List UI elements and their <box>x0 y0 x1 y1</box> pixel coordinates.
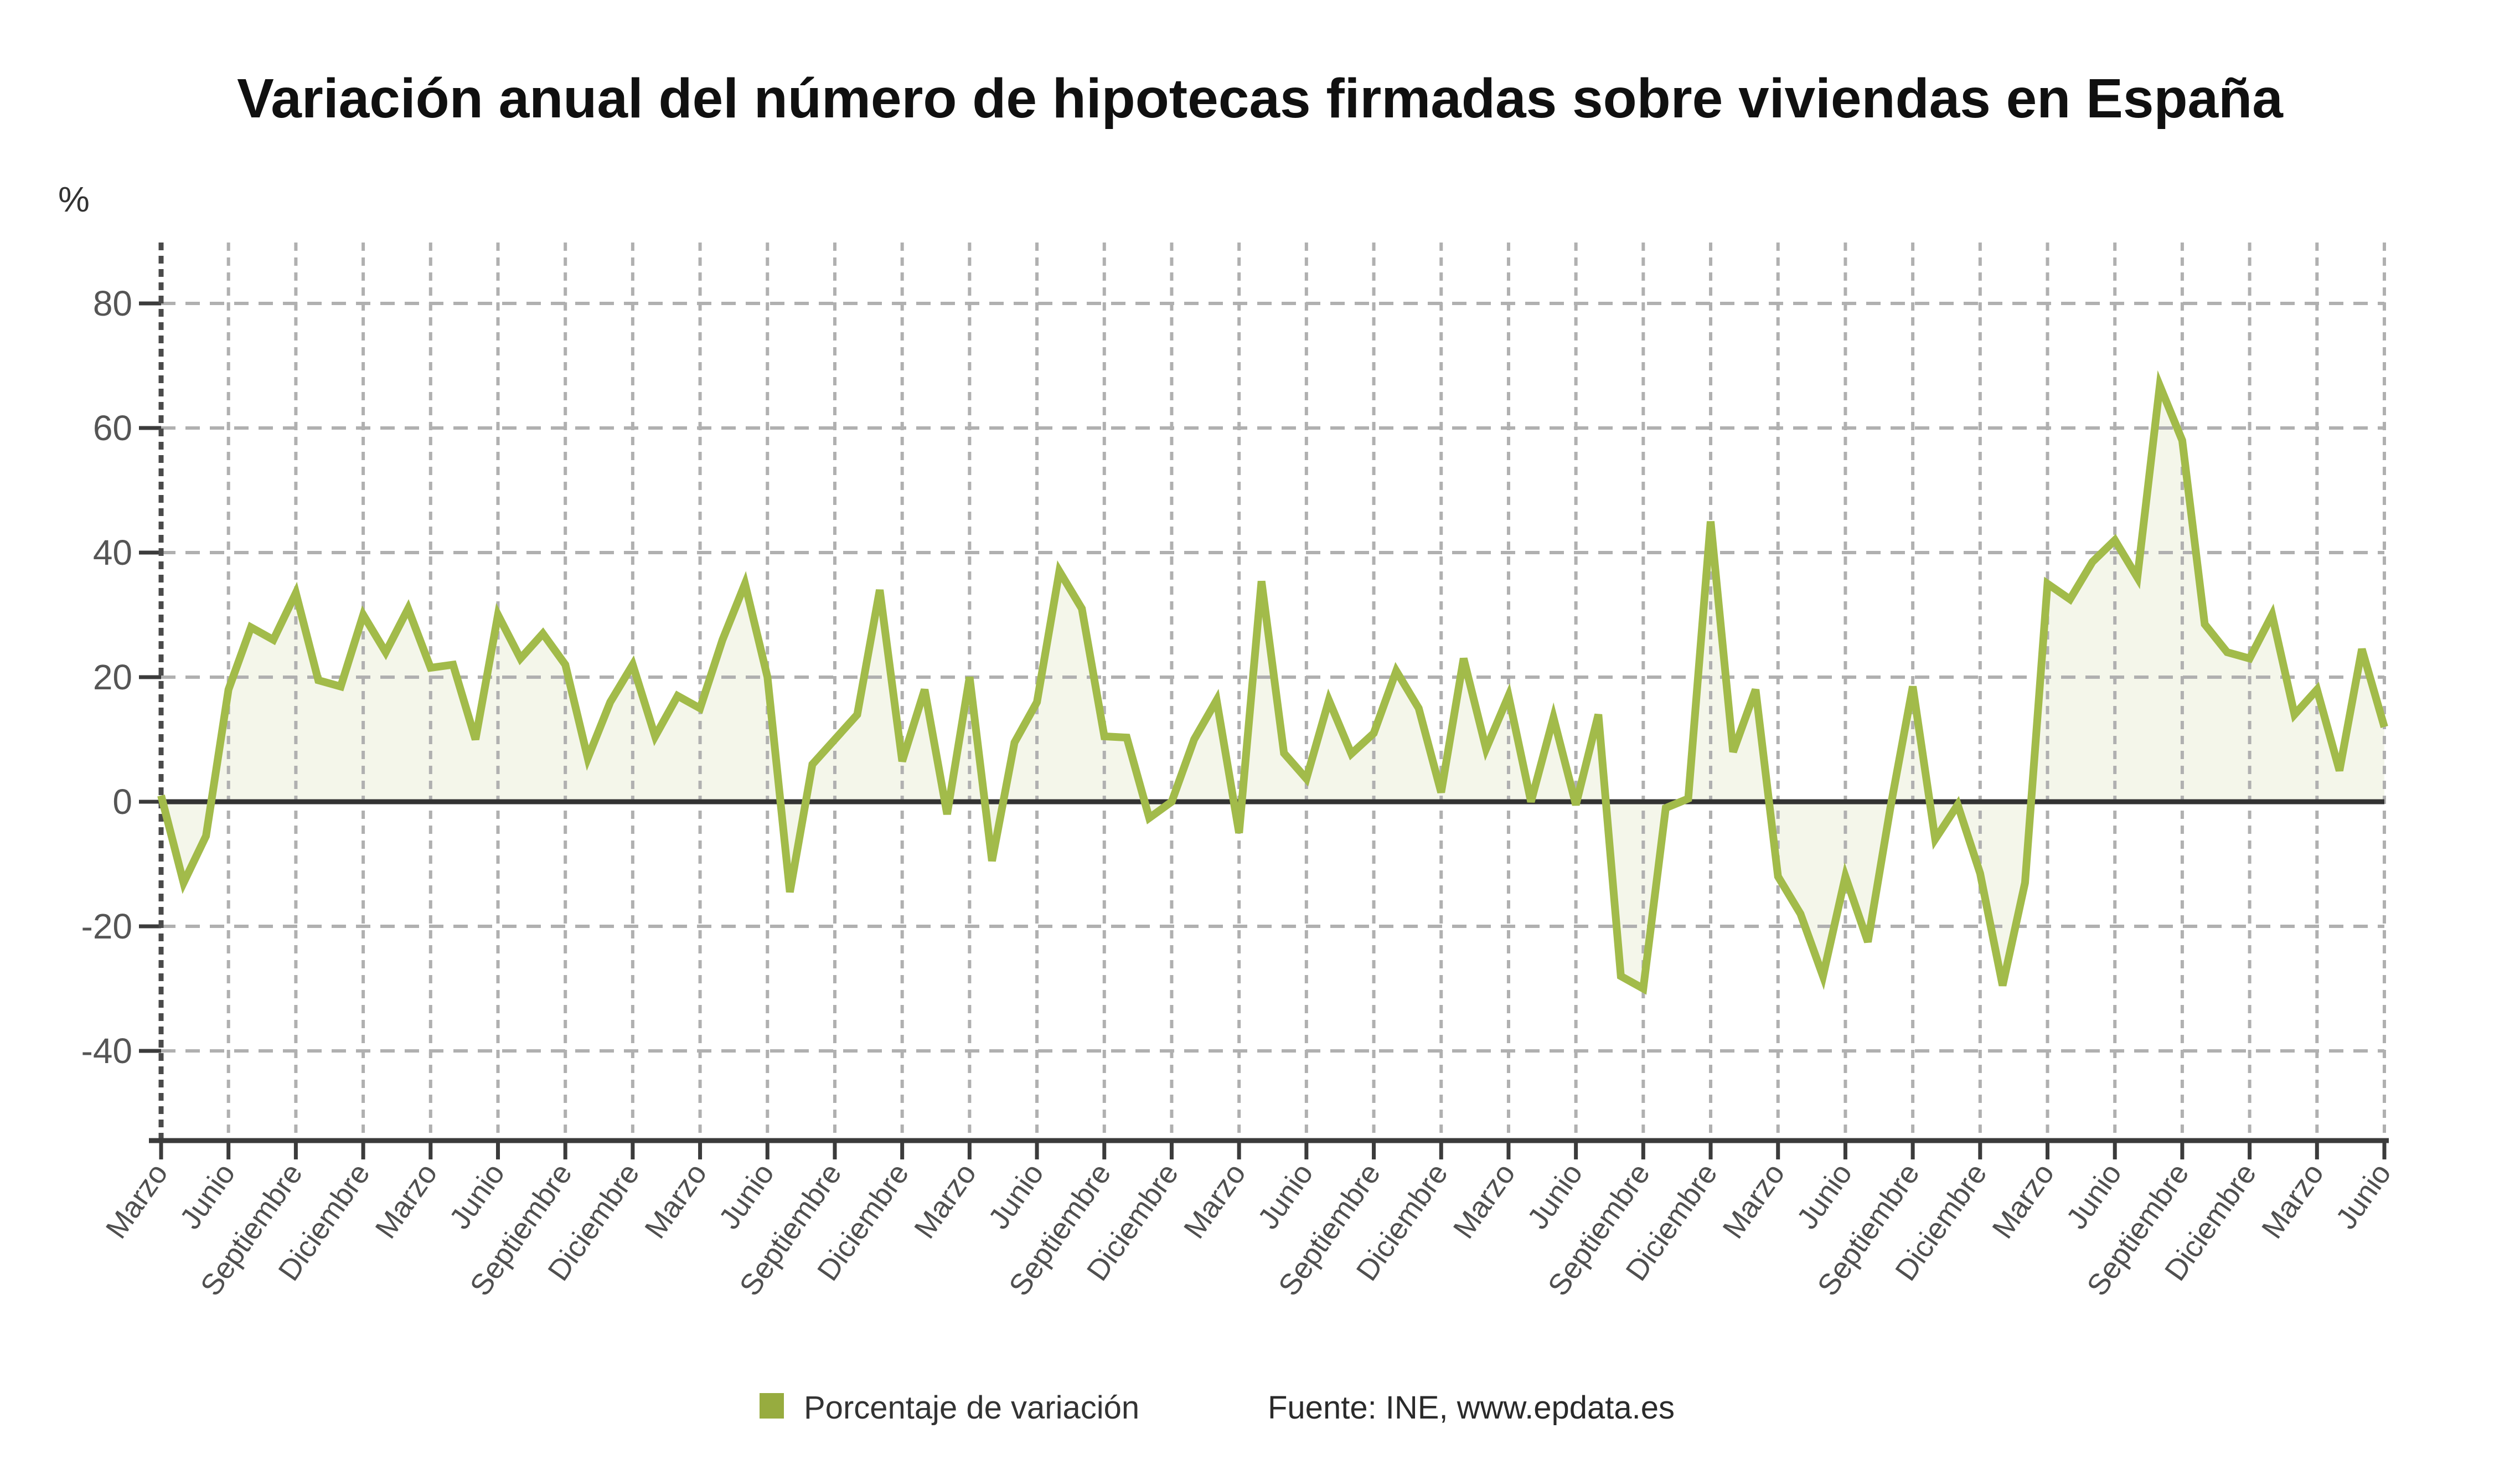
x-tick-label: Junio <box>173 1157 241 1235</box>
x-tick-label: Marzo <box>908 1157 983 1244</box>
chart-title: Variación anual del número de hipotecas … <box>237 68 2284 130</box>
x-tick-label: Junio <box>443 1157 511 1235</box>
x-tick-label: Junio <box>1790 1157 1858 1235</box>
y-axis-unit-label: % <box>58 179 90 219</box>
x-tick-label: Marzo <box>1716 1157 1791 1244</box>
series-line <box>157 370 2388 995</box>
x-tick-label: Marzo <box>2255 1157 2330 1244</box>
y-tick-label: -40 <box>81 1031 133 1071</box>
x-tick-label: Junio <box>2330 1157 2398 1235</box>
x-tick-label: Marzo <box>638 1157 713 1244</box>
x-tick-label: Marzo <box>100 1157 174 1244</box>
source-label: Fuente: INE, www.epdata.es <box>1268 1390 1675 1426</box>
x-tick-label: Marzo <box>1447 1157 1522 1244</box>
x-tick-label: Junio <box>2060 1157 2128 1235</box>
x-tick-label: Junio <box>1521 1157 1589 1235</box>
x-tick-label: Marzo <box>1178 1157 1252 1244</box>
y-axis-tick-labels: 80 60 40 20 0 -20 -40 <box>81 283 133 1071</box>
y-tick-label: 80 <box>93 283 132 323</box>
x-axis-tick-labels: MarzoJunioSeptiembreDiciembreMarzoJunioS… <box>100 1157 2398 1302</box>
y-tick-label: 0 <box>112 782 132 822</box>
x-tick-label: Marzo <box>1986 1157 2061 1244</box>
legend-series-label: Porcentaje de variación <box>804 1390 1139 1426</box>
y-tick-label: 60 <box>93 408 132 448</box>
x-tick-label: Junio <box>712 1157 781 1235</box>
y-tick-label: 20 <box>93 657 132 697</box>
y-tick-label: -20 <box>81 906 133 946</box>
x-tick-label: Marzo <box>369 1157 443 1244</box>
y-tick-label: 40 <box>93 533 132 573</box>
axes <box>139 243 2389 1159</box>
x-tick-label: Junio <box>1251 1157 1319 1235</box>
x-tick-label: Junio <box>982 1157 1050 1235</box>
legend: Porcentaje de variación Fuente: INE, www… <box>760 1390 1675 1426</box>
legend-swatch <box>760 1393 784 1419</box>
